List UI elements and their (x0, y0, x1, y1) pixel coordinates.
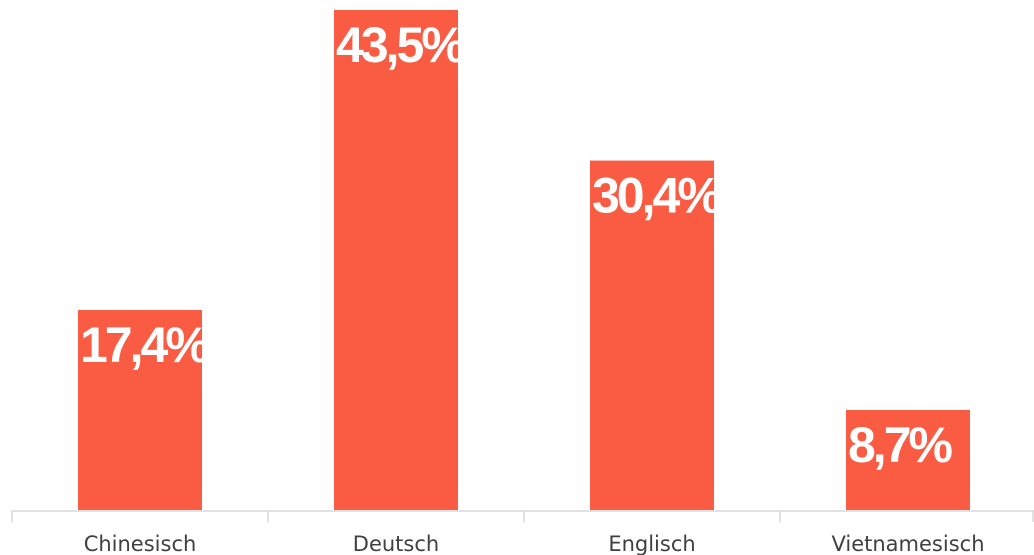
value-label: 17,4% (80, 317, 209, 373)
value-label: 30,4% (592, 168, 721, 224)
bar (334, 10, 458, 510)
value-label: 43,5% (336, 17, 465, 73)
x-tick-label: Englisch (608, 532, 695, 555)
bar (78, 310, 202, 510)
bar (590, 160, 714, 510)
x-axis (11, 510, 1034, 522)
bar (846, 410, 970, 510)
x-tick-label: Chinesisch (84, 532, 197, 555)
x-tick-label: Vietnamesisch (831, 532, 984, 555)
x-tick-label: Deutsch (353, 532, 439, 555)
value-label: 8,7% (848, 417, 953, 473)
